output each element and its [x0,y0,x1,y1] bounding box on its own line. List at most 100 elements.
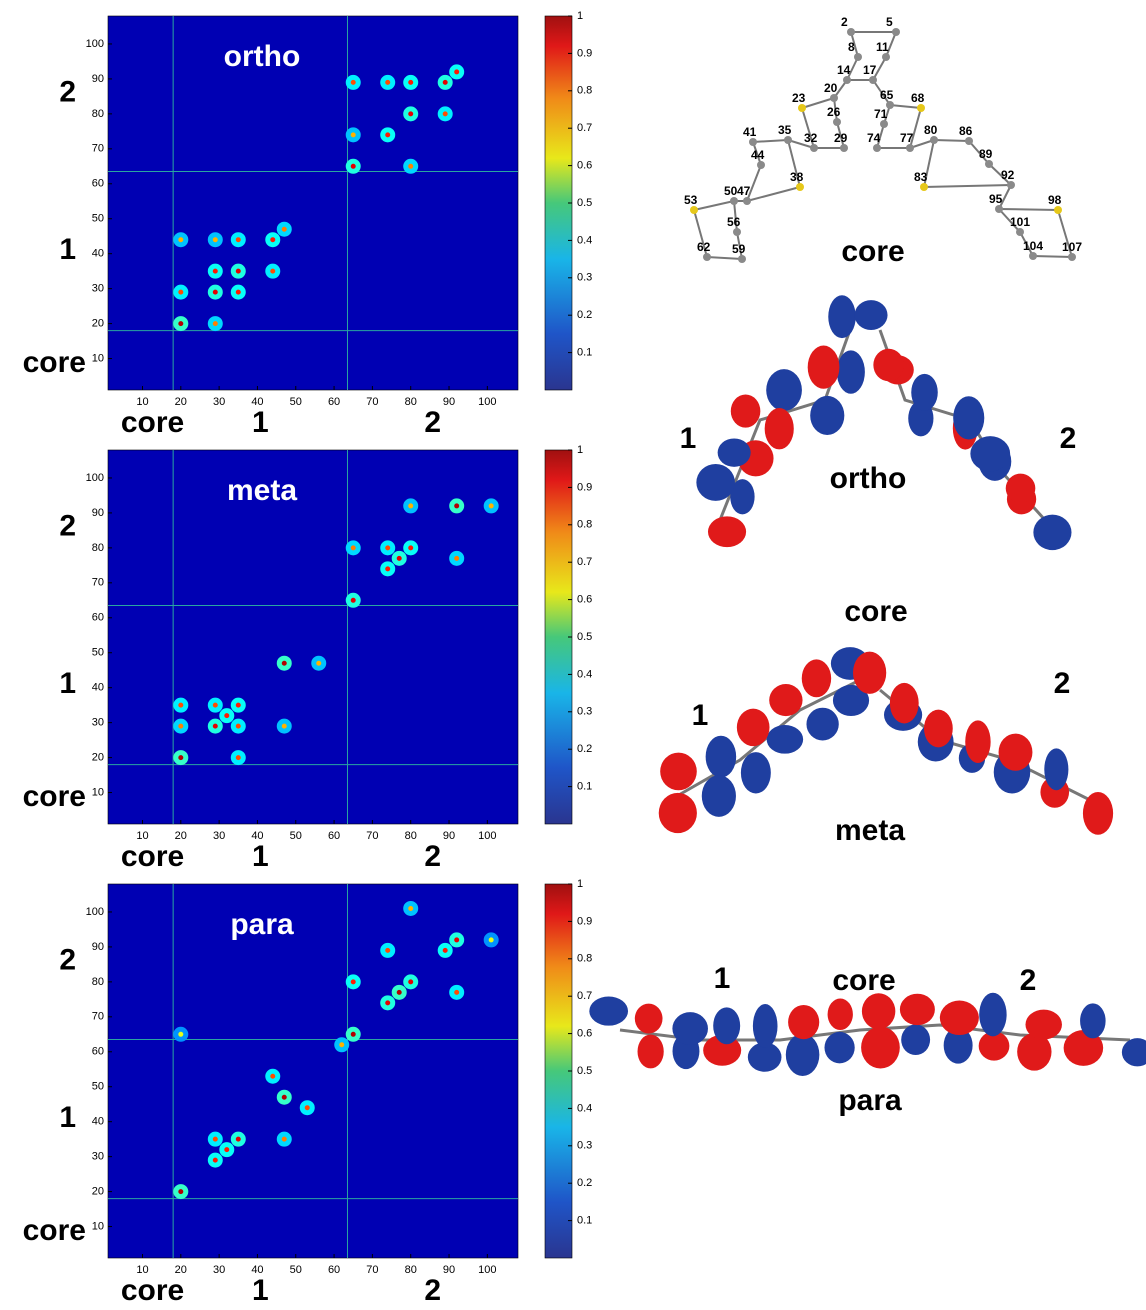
orbital-lobe [765,408,794,449]
atom-label: 8 [848,40,855,54]
orbital-lobe [810,396,844,435]
colorbar-tick-label: 0.5 [577,631,592,643]
atom [995,205,1003,213]
atom-label: 20 [824,81,838,95]
atom [738,255,746,263]
heat-spot [210,700,220,710]
colorbar-tick-label: 0.1 [577,347,592,359]
orbital-lobe [753,1004,778,1048]
x-tick-label: 80 [405,1264,417,1276]
x-region-label: 1 [252,840,269,873]
x-tick-label: 30 [213,396,225,408]
heat-spot [348,77,358,87]
heat-spot [383,130,393,140]
atom [882,53,890,61]
heat-spot [406,903,416,913]
heat-spot [348,1029,358,1039]
orbital-lobe [855,300,888,330]
atom [703,253,711,261]
molecule-label: 2 [1020,964,1037,997]
atom [1068,253,1076,261]
x-tick-label: 80 [405,396,417,408]
y-tick-label: 90 [92,73,104,85]
atom-label: 68 [911,91,925,105]
x-tick-label: 60 [328,830,340,842]
colorbar-tick-label: 0.8 [577,519,592,531]
molecule-label: 1 [680,422,697,455]
heat-spot [406,501,416,511]
atom [985,160,993,168]
atom-label: 104 [1023,239,1043,253]
atom [733,228,741,236]
y-region-label: 1 [59,1101,76,1134]
x-tick-label: 50 [290,396,302,408]
orbital-lobe [696,464,735,501]
heat-spot [337,1040,347,1050]
heat-spot [452,501,462,511]
orbital-lobe [970,436,1010,471]
molecule-label: 2 [1054,667,1071,700]
heat-spot [268,266,278,276]
colorbar-tick-label: 0.8 [577,85,592,97]
orbital-lobe [769,684,802,716]
colorbar-tick-label: 0.1 [577,1215,592,1227]
heat-spot [486,501,496,511]
heat-spot [383,543,393,553]
heat-spot [406,543,416,553]
atom-label: 2 [841,15,848,29]
orbital-lobe [911,374,938,411]
y-tick-label: 50 [92,1081,104,1093]
bond [694,201,734,210]
atom-label: 17 [863,63,877,77]
orbital-lobe [1044,748,1068,790]
heat-spot [486,935,496,945]
orbital-lobe [1083,792,1113,835]
colorbar-tick-label: 0.9 [577,47,592,59]
atom [869,76,877,84]
orbital-lobe [1025,1010,1061,1040]
atom-label: 35 [778,123,792,137]
colorbar-tick-label: 0.7 [577,556,592,568]
atom-label: 23 [792,91,806,105]
colorbar-tick-label: 0.2 [577,309,592,321]
orbital-lobe [702,775,736,817]
y-tick-label: 100 [86,906,104,918]
atom-label: 41 [743,125,757,139]
orbital-lobe [828,999,853,1031]
atom-label: 71 [874,107,888,121]
atom [810,144,818,152]
x-tick-label: 100 [478,396,496,408]
heat-spot [176,753,186,763]
colorbar-tick-label: 0.5 [577,197,592,209]
colorbar-tick-label: 0.4 [577,668,592,680]
y-tick-label: 80 [92,108,104,120]
heat-spot [176,721,186,731]
heat-spot [406,161,416,171]
orbital-lobe [737,709,770,747]
colorbar-tick-label: 1 [577,444,583,456]
x-tick-label: 70 [366,396,378,408]
orbital-lobe [1080,1003,1106,1038]
molecule-label: ortho [830,462,907,495]
orbital-lobe [788,1005,819,1039]
heat-spot [210,319,220,329]
orbital-lobe [965,720,990,763]
bond [707,257,742,259]
bond [747,187,800,201]
atom [1007,181,1015,189]
colorbar-tick-label: 0.4 [577,234,592,246]
atom [830,94,838,102]
molecule-label: meta [835,814,905,847]
y-tick-label: 40 [92,682,104,694]
atom [798,104,806,112]
y-tick-label: 60 [92,178,104,190]
atom [840,144,848,152]
heat-spot [222,1145,232,1155]
heat-spot [394,987,404,997]
x-tick-label: 90 [443,396,455,408]
heatmap-title: para [230,908,294,941]
molecule-label: 1 [692,699,709,732]
atom-label: 32 [804,131,818,145]
atom-label: 44 [751,148,765,162]
colorbar-tick-label: 0.9 [577,481,592,493]
